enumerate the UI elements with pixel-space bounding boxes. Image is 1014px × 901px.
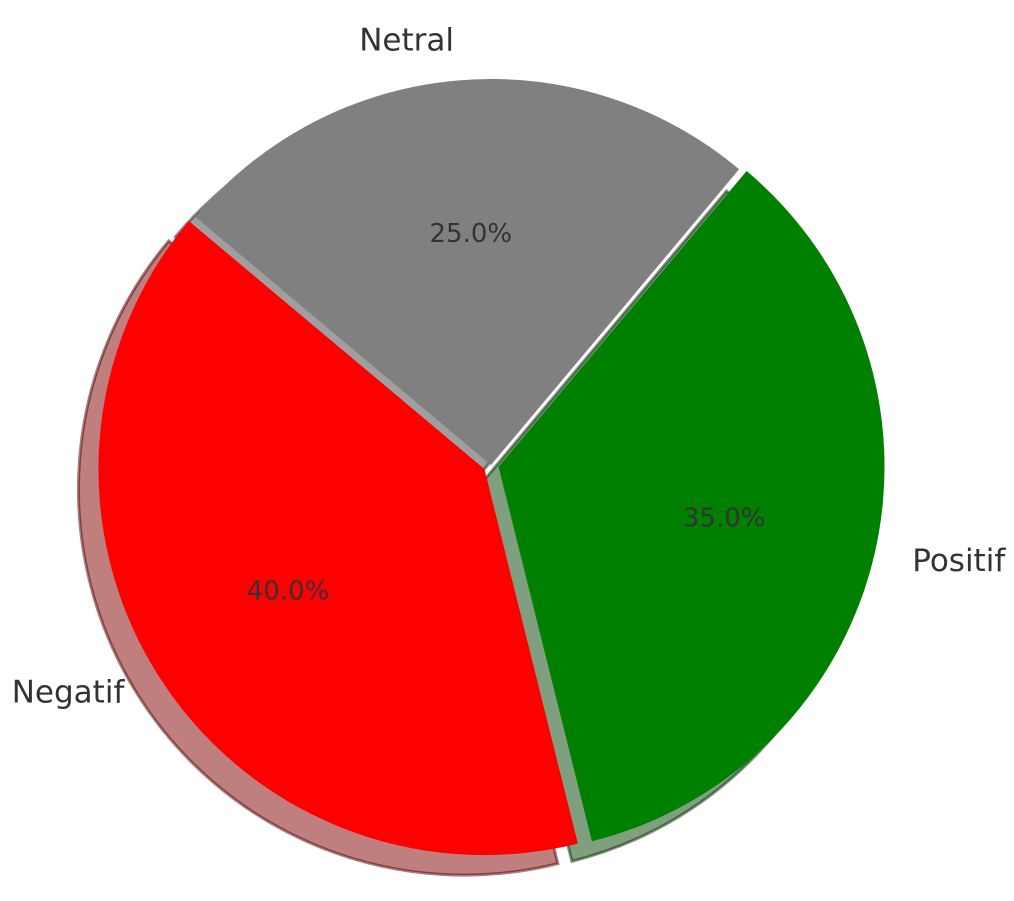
slice-label-negatif: Negatif (12, 675, 126, 711)
pie-label-layer: Negatif 40.0% Positif 35.0% Netral 25.0% (12, 23, 1007, 711)
slice-percent-positif: 35.0% (683, 503, 766, 533)
slice-label-positif: Positif (912, 543, 1006, 579)
slice-positif (498, 171, 885, 842)
slice-percent-negatif: 40.0% (247, 576, 330, 606)
slice-percent-netral: 25.0% (430, 219, 513, 249)
slice-netral (195, 79, 740, 466)
slice-negatif (98, 220, 578, 856)
pie-slice-layer (98, 79, 885, 856)
slice-label-netral: Netral (359, 23, 454, 59)
